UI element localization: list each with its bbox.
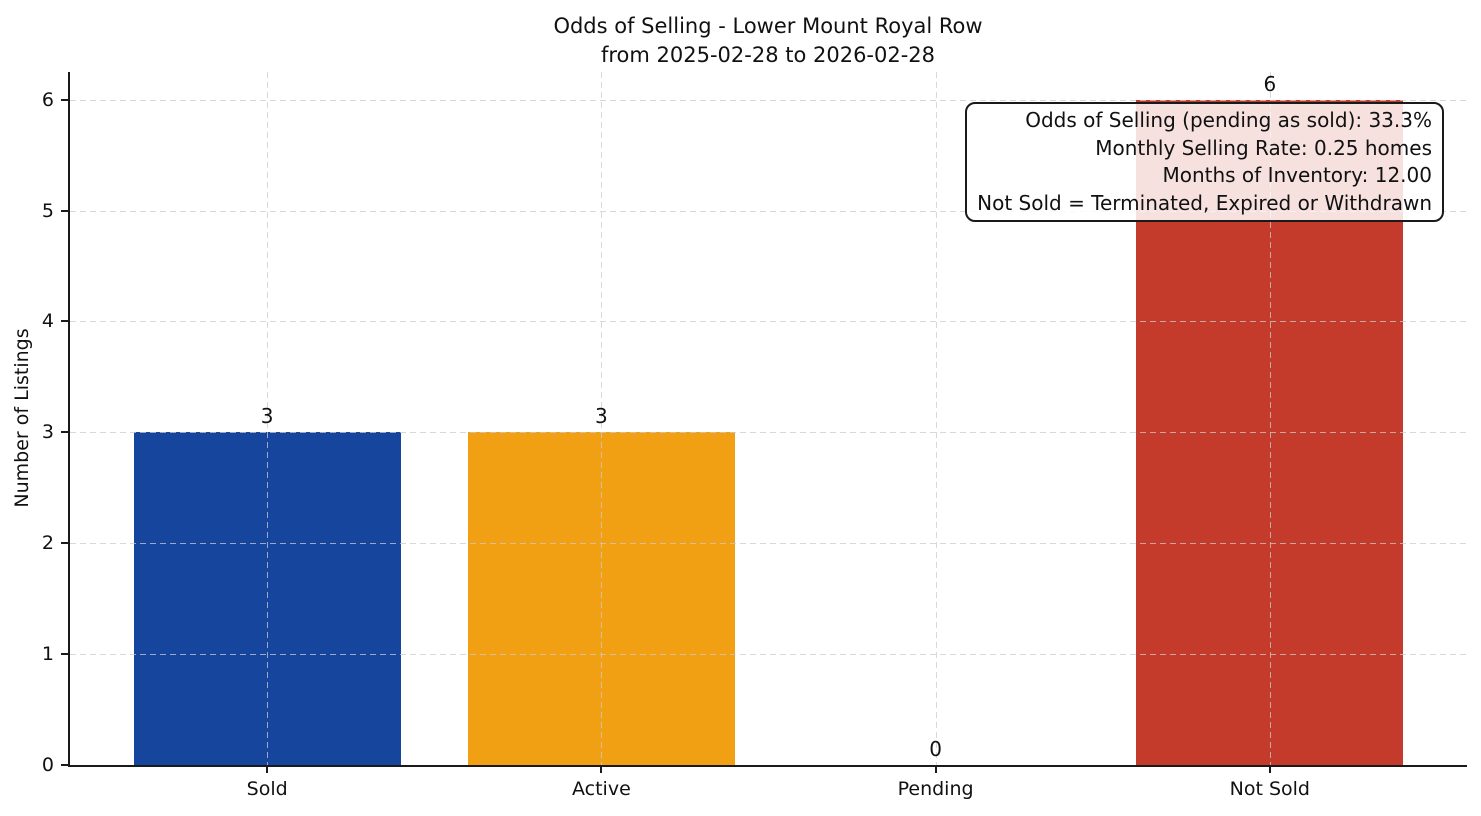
gridline-h: [70, 321, 1467, 323]
x-axis-spine: [68, 765, 1467, 767]
x-tick-label-sold: Sold: [246, 778, 288, 800]
bar-active: [467, 432, 736, 765]
gridline-h: [70, 210, 1467, 212]
x-tick: [934, 765, 937, 773]
x-tick-label-active: Active: [572, 778, 631, 800]
y-tick-label: 0: [41, 754, 54, 776]
plot-area: Odds of Selling (pending as sold): 33.3%…: [42, 71, 1467, 800]
y-tick: [61, 209, 69, 212]
gridline-h: [70, 99, 1467, 101]
y-tick-label: 6: [41, 88, 54, 111]
chart-title: Odds of Selling - Lower Mount Royal Row …: [553, 12, 982, 70]
gridline-h: [70, 654, 1467, 656]
gridline-v: [1269, 72, 1271, 765]
y-tick: [61, 542, 69, 545]
x-tick: [266, 765, 269, 773]
y-axis-spine: [68, 72, 70, 767]
annotation-line-not-sold-note: Not Sold = Terminated, Expired or Withdr…: [977, 190, 1432, 215]
value-label-not-sold: 6: [1263, 71, 1277, 96]
y-tick: [61, 320, 69, 323]
y-tick: [61, 653, 69, 656]
annotation-line-inventory: Months of Inventory: 12.00: [1162, 163, 1432, 187]
gridline-v: [601, 72, 603, 765]
y-tick: [61, 431, 69, 434]
annotation-box: Odds of Selling (pending as sold): 33.3%…: [965, 102, 1444, 222]
y-tick-label: 1: [41, 643, 54, 666]
chart-title-line-2: from 2025-02-28 to 2026-02-28: [600, 43, 936, 67]
gridline-v: [267, 72, 269, 765]
y-tick-label: 5: [41, 199, 54, 222]
gridline-h: [70, 432, 1467, 434]
y-tick-label: 3: [41, 421, 54, 444]
y-tick-label: 4: [41, 310, 54, 333]
x-tick: [600, 765, 603, 773]
chart-title-line-1: Odds of Selling - Lower Mount Royal Row: [553, 14, 983, 38]
y-axis-label: Number of Listings: [11, 328, 33, 508]
gridline-v: [935, 72, 937, 765]
x-tick-label-pending: Pending: [897, 778, 974, 800]
value-label-sold: 3: [260, 404, 274, 429]
value-label-pending: 0: [929, 737, 942, 761]
y-tick: [61, 764, 69, 766]
annotation-line-odds: Odds of Selling (pending as sold): 33.3%: [1025, 108, 1432, 132]
annotation-line-selling-rate: Monthly Selling Rate: 0.25 homes: [1095, 135, 1432, 160]
value-label-active: 3: [595, 404, 608, 429]
x-tick-label-not-sold: Not Sold: [1229, 778, 1310, 800]
gridline-h: [70, 543, 1467, 545]
x-tick: [1268, 765, 1271, 773]
y-tick: [61, 98, 69, 101]
y-tick-label: 2: [41, 532, 54, 555]
